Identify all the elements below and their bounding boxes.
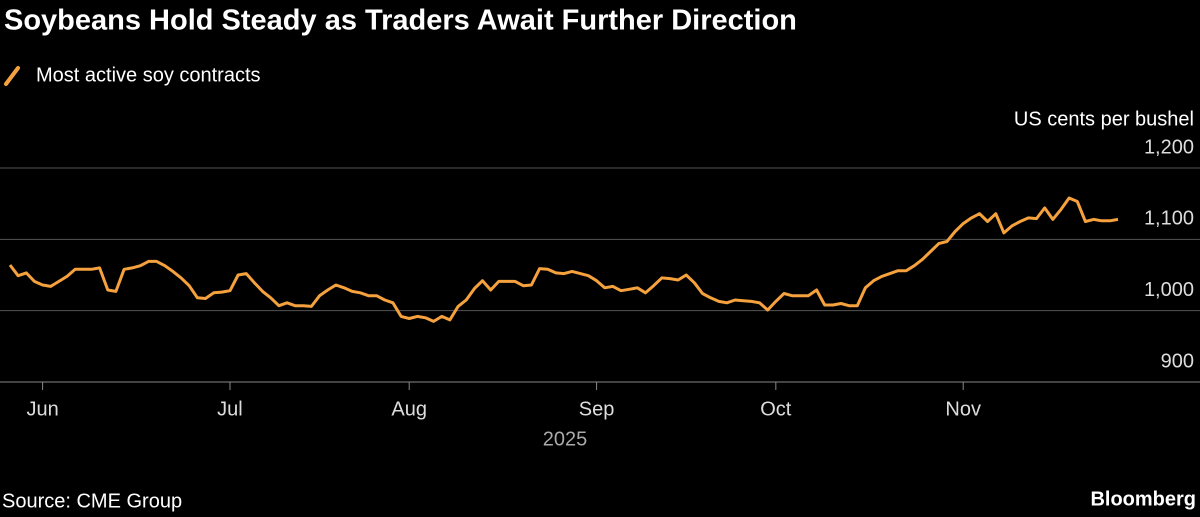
x-tick-label: Jun: [26, 398, 58, 420]
y-tick-label: 1,100: [1144, 208, 1194, 230]
legend-label: Most active soy contracts: [36, 64, 261, 86]
brand: Bloomberg: [1090, 488, 1196, 510]
source: Source: CME Group: [2, 490, 182, 512]
x-tick-label: Aug: [391, 398, 427, 420]
x-axis-label: 2025: [543, 428, 588, 450]
legend-swatch: [4, 66, 20, 86]
y-tick-label: 1,000: [1144, 279, 1194, 301]
x-tick-label: Oct: [760, 398, 792, 420]
chart-title: Soybeans Hold Steady as Traders Await Fu…: [4, 5, 797, 37]
x-tick-label: Sep: [579, 398, 615, 420]
y-axis-label: US cents per bushel: [1014, 108, 1194, 130]
y-tick-label: 900: [1161, 350, 1194, 372]
x-tick-label: Nov: [945, 398, 981, 420]
series-line: [8, 196, 1119, 323]
y-tick-label: 1,200: [1144, 136, 1194, 158]
x-tick-label: Jul: [217, 398, 243, 420]
